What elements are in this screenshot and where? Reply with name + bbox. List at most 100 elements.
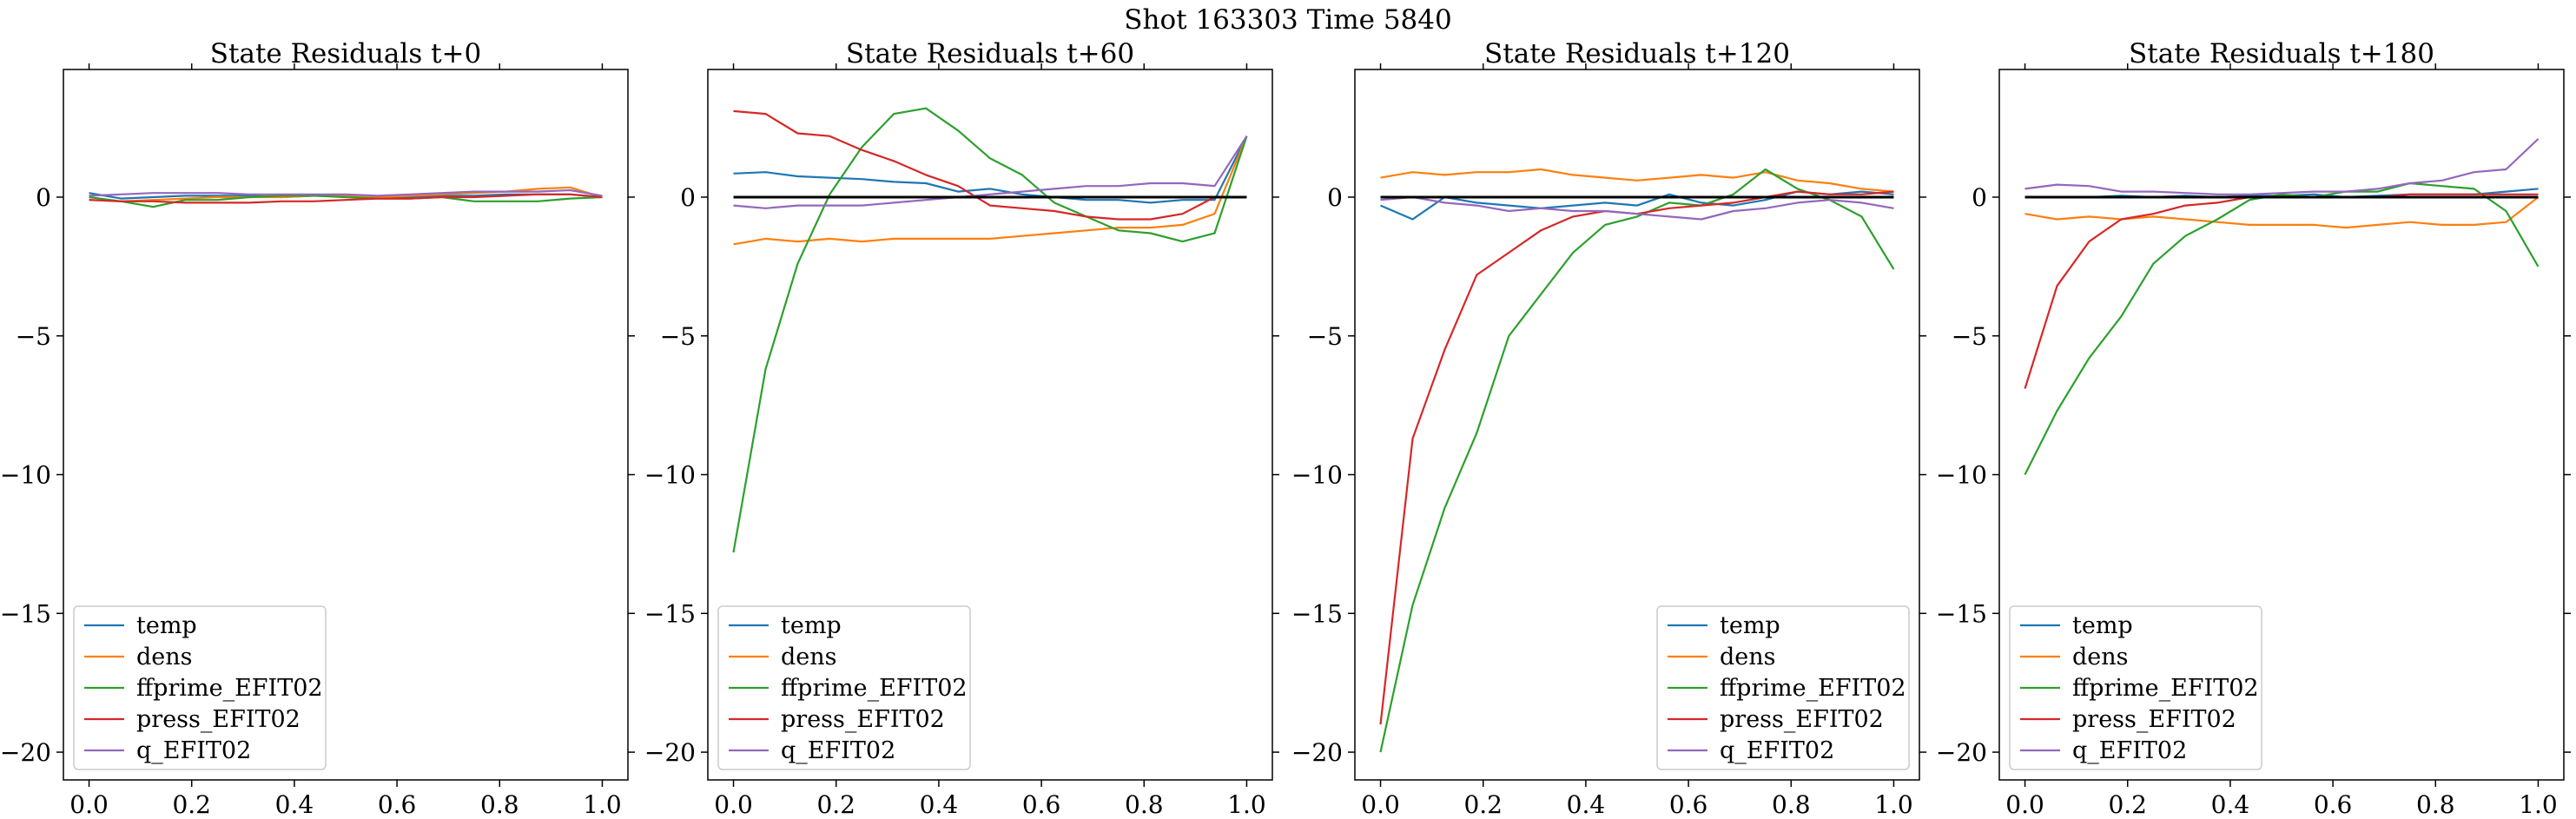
legend-label: press_EFIT02 xyxy=(1720,706,1884,733)
x-tick-label: 0.8 xyxy=(1125,790,1164,819)
y-tick-label: −20 xyxy=(1936,738,1987,767)
x-tick-label: 0.6 xyxy=(1022,790,1061,819)
legend-label: dens xyxy=(781,644,837,670)
legend-label: q_EFIT02 xyxy=(2072,737,2187,764)
x-tick-label: 0.0 xyxy=(69,790,109,819)
legend-label: press_EFIT02 xyxy=(781,706,945,733)
series-line-press_EFIT02 xyxy=(733,109,1247,221)
chart-title: State Residuals t+0 xyxy=(210,38,481,69)
chart-panel-1: State Residuals t+0 0.0 0.2 0.4 0.6 0.8 1.0 0 −5… xyxy=(0,38,635,819)
legend-box xyxy=(717,605,971,770)
x-tick-label: 1.0 xyxy=(1227,790,1266,819)
series-line-dens xyxy=(1380,168,1894,193)
axes-frame xyxy=(707,69,1273,781)
series-line-q_EFIT02 xyxy=(89,188,603,197)
chart-panel-2: State Residuals t+60 0.0 0.2 0.4 0.6 0.8 1.0 0 −… xyxy=(644,38,1279,819)
chart-panel-3: State Residuals t+120 0.0 0.2 0.4 0.6 0.8 1.0 0… xyxy=(1291,38,1926,819)
series-line-ffprime_EFIT02 xyxy=(2024,182,2540,475)
legend: temp dens ffprime_EFIT02 press_EFIT02 q_EFIT… xyxy=(73,605,327,770)
x-tick-label: 0.0 xyxy=(2005,790,2044,819)
series-line-ffprime_EFIT02 xyxy=(732,107,1248,553)
y-tick-label: −15 xyxy=(644,599,696,628)
y-tick-label: 0 xyxy=(1327,183,1343,212)
y-tick-label: −10 xyxy=(1936,461,1987,490)
legend-label: dens xyxy=(2072,644,2129,670)
axes-frame xyxy=(1354,69,1920,781)
chart-title: State Residuals t+120 xyxy=(1484,38,1790,69)
axes-frame xyxy=(63,69,629,781)
legend-label: temp xyxy=(2072,612,2133,639)
axes-frame xyxy=(1998,69,2565,781)
figure-suptitle: Shot 163303 Time 5840 xyxy=(1124,4,1451,36)
legend-box xyxy=(2009,605,2262,770)
y-tick-label: −10 xyxy=(1291,461,1343,490)
y-tick-label: −5 xyxy=(1307,322,1343,351)
legend: temp dens ffprime_EFIT02 press_EFIT02 q_EFIT… xyxy=(717,605,971,770)
x-tick-label: 0.6 xyxy=(1669,790,1708,819)
y-tick-label: −10 xyxy=(0,461,51,490)
chart-title: State Residuals t+60 xyxy=(846,38,1134,69)
x-tick-label: 0.4 xyxy=(2211,790,2250,819)
x-tick-label: 0.0 xyxy=(1361,790,1400,819)
y-tick-label: 0 xyxy=(680,183,696,212)
legend-box xyxy=(73,605,327,770)
y-tick-label: −10 xyxy=(644,461,696,490)
x-tick-label: 0.4 xyxy=(1567,790,1606,819)
legend-label: ffprime_EFIT02 xyxy=(136,675,323,702)
x-tick-label: 0.2 xyxy=(816,790,855,819)
legend: temp dens ffprime_EFIT02 press_EFIT02 q_EFIT… xyxy=(2009,605,2262,770)
x-tick-label: 1.0 xyxy=(1874,790,1913,819)
series-line-temp xyxy=(733,135,1248,204)
x-tick-label: 0.2 xyxy=(2108,790,2147,819)
chart-panel-4: State Residuals t+180 0.0 0.2 0.4 0.6 0.8 1.0 0… xyxy=(1936,38,2571,819)
series-line-q_EFIT02 xyxy=(1380,195,1894,221)
series-line-dens xyxy=(733,135,1248,246)
legend-label: temp xyxy=(1720,612,1780,639)
y-tick-label: −20 xyxy=(644,738,696,767)
legend-label: dens xyxy=(136,644,193,670)
legend: temp dens ffprime_EFIT02 press_EFIT02 q_EFIT… xyxy=(1656,605,1910,770)
x-tick-label: 0.2 xyxy=(172,790,211,819)
legend-label: temp xyxy=(781,612,842,639)
series-line-dens xyxy=(2024,196,2540,229)
y-tick-label: −5 xyxy=(1952,322,1987,351)
x-tick-label: 1.0 xyxy=(583,790,622,819)
y-tick-label: −20 xyxy=(1291,738,1343,767)
legend-label: press_EFIT02 xyxy=(2072,706,2236,733)
y-tick-label: −20 xyxy=(0,738,51,767)
x-tick-label: 0.2 xyxy=(1463,790,1503,819)
x-tick-label: 0.8 xyxy=(480,790,519,819)
series-line-press_EFIT02 xyxy=(2024,193,2539,389)
y-tick-label: 0 xyxy=(36,183,51,212)
series-group xyxy=(2024,138,2540,475)
x-tick-label: 0.8 xyxy=(2416,790,2455,819)
x-tick-label: 0.8 xyxy=(1772,790,1811,819)
legend-label: ffprime_EFIT02 xyxy=(1720,675,1906,702)
y-tick-label: −5 xyxy=(16,322,51,351)
series-group xyxy=(732,107,1248,553)
y-tick-label: −15 xyxy=(1936,599,1987,628)
series-line-q_EFIT02 xyxy=(2024,138,2540,195)
x-tick-label: 0.4 xyxy=(920,790,959,819)
legend-label: ffprime_EFIT02 xyxy=(2072,675,2259,702)
x-tick-label: 0.0 xyxy=(714,790,753,819)
series-group xyxy=(89,186,603,208)
x-tick-label: 0.4 xyxy=(275,790,314,819)
legend-label: dens xyxy=(1720,644,1776,670)
legend-label: press_EFIT02 xyxy=(136,706,301,733)
y-tick-label: −15 xyxy=(1291,599,1343,628)
legend-label: ffprime_EFIT02 xyxy=(781,675,968,702)
x-tick-label: 1.0 xyxy=(2519,790,2558,819)
legend-label: q_EFIT02 xyxy=(781,737,895,764)
legend-box xyxy=(1656,605,1910,770)
y-tick-label: 0 xyxy=(1972,183,1987,212)
y-tick-label: −5 xyxy=(660,322,696,351)
x-tick-label: 0.6 xyxy=(378,790,417,819)
x-tick-label: 0.6 xyxy=(2314,790,2353,819)
legend-label: temp xyxy=(136,612,197,639)
legend-label: q_EFIT02 xyxy=(136,737,251,764)
chart-title: State Residuals t+180 xyxy=(2129,38,2434,69)
legend-label: q_EFIT02 xyxy=(1720,737,1834,764)
series-group xyxy=(1379,168,1895,753)
